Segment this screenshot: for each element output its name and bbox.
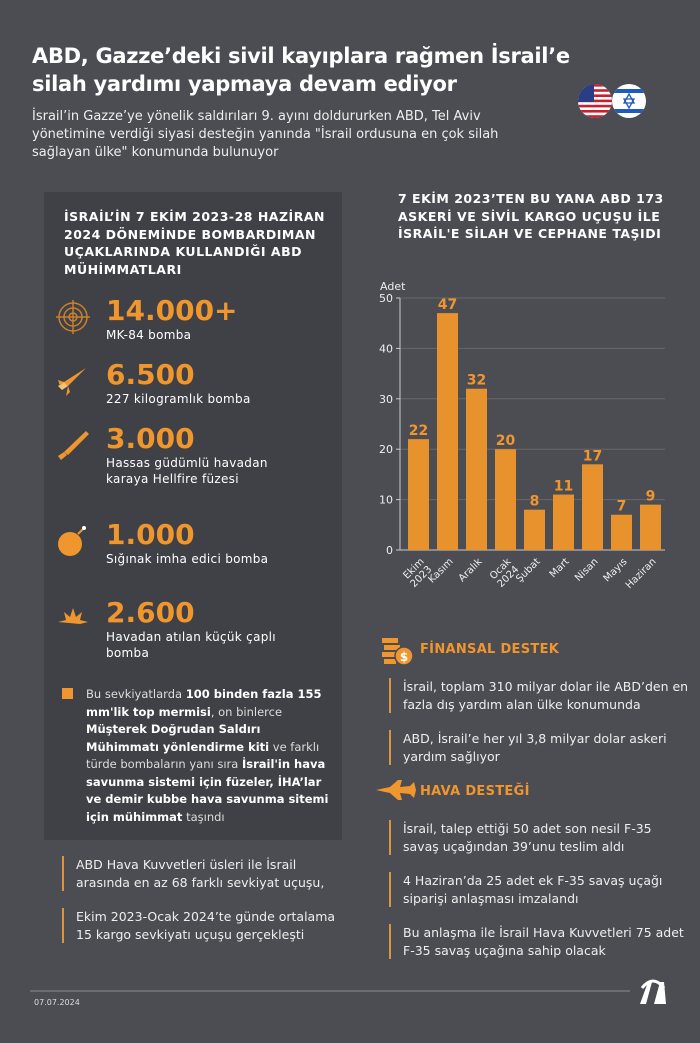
stat-label: 227 kilogramlık bomba <box>106 392 251 406</box>
missile-icon <box>58 431 89 460</box>
data-label: 17 <box>583 448 602 464</box>
flight-fact: ABD Hava Kuvvetleri üsleri ile İsrail ar… <box>62 856 342 891</box>
note-segment: İsrail'in hava savunma sistemi için füze… <box>86 757 329 824</box>
bar <box>437 313 458 550</box>
coins-icon: $ <box>382 638 414 666</box>
data-label: 47 <box>438 297 457 313</box>
stat-value: 3.000 <box>106 422 195 455</box>
stat-value: 14.000+ <box>106 294 238 327</box>
y-tick-label: 20 <box>379 443 393 456</box>
rocket-icon <box>58 368 86 396</box>
y-tick-label: 10 <box>379 494 393 507</box>
stat-label: Sığınak imha edici bomba <box>106 552 269 566</box>
y-axis-label: Adet <box>380 280 406 293</box>
note-segment: taşındı <box>182 809 225 824</box>
stat-value: 2.600 <box>106 596 195 629</box>
bar <box>553 494 574 550</box>
data-label: 20 <box>496 433 516 449</box>
usa-flag-icon <box>578 84 612 118</box>
note-segment: Müşterek Doğrudan Saldırı Mühimmatı yönl… <box>86 722 270 754</box>
x-tick-label: Mart <box>548 556 572 580</box>
air-fact: 4 Haziran’da 25 adet ek F-35 savaş uçağı… <box>389 872 689 907</box>
note-segment: Bu sevkiyatlarda <box>86 687 186 701</box>
bar <box>466 388 487 550</box>
target-icon <box>56 300 90 334</box>
aa-logo <box>640 979 666 1004</box>
bar <box>582 464 603 550</box>
munitions-panel <box>44 192 342 840</box>
page-subtitle: İsrail’in Gazze’ye yönelik saldırıları 9… <box>32 109 499 160</box>
x-tick-label: Ekim2023 <box>401 556 435 590</box>
data-label: 11 <box>554 479 573 495</box>
data-label: 32 <box>467 373 486 389</box>
air-fact: Bu anlaşma ile İsrail Hava Kuvvetleri 75… <box>389 924 689 959</box>
israel-flag-icon <box>612 84 646 118</box>
chart-title: 7 EKİM 2023’TEN BU YANA ABD 173 ASKERİ V… <box>398 191 664 241</box>
x-tick-label: Haziran <box>624 556 659 591</box>
air-support-title: HAVA DESTEĞİ <box>420 784 530 799</box>
y-tick-label: 30 <box>379 393 393 406</box>
data-label: 9 <box>646 489 656 505</box>
y-tick-label: 0 <box>386 544 393 557</box>
x-tick-label: Ocak2024 <box>488 556 522 590</box>
bar <box>408 439 429 550</box>
page-title: ABD, Gazze’deki sivil kayıplara rağmen İ… <box>32 44 570 96</box>
stat-label: Hassas güdümlü havadan karaya Hellfire f… <box>106 456 268 486</box>
bar <box>495 449 516 550</box>
data-label: 7 <box>617 499 627 515</box>
munitions-title: İSRAİL’İN 7 EKİM 2023-28 HAZİRAN 2024 DÖ… <box>64 209 325 277</box>
flight-fact: Ekim 2023-Ocak 2024’te günde ortalama 15… <box>62 908 342 943</box>
x-tick-label: Nisan <box>573 556 601 584</box>
explosion-icon <box>58 608 88 624</box>
bullet-square-icon <box>62 688 73 699</box>
x-tick-label: Aralık <box>457 556 485 584</box>
bomb-icon <box>58 526 86 556</box>
bar-chart: Adet0102030405022Ekim202347Kasım32Aralık… <box>379 280 665 591</box>
air-fact: İsrail, talep ettiği 50 adet son nesil F… <box>389 820 689 855</box>
footer-date: 07.07.2024 <box>34 998 80 1007</box>
y-tick-label: 50 <box>379 292 393 305</box>
data-label: 8 <box>530 494 540 510</box>
stat-label: MK-84 bomba <box>106 328 192 342</box>
financial-fact: ABD, İsrail’e her yıl 3,8 milyar dolar a… <box>389 730 689 765</box>
stat-value: 6.500 <box>106 358 195 391</box>
note-segment: 100 binden fazla 155 mm'lik top mermisi <box>86 687 322 719</box>
financial-fact: İsrail, toplam 310 milyar dolar ile ABD’… <box>389 678 689 713</box>
note-segment: ve farklı türde bombaların yanı sıra <box>86 739 320 772</box>
note-segment: , on binlerce <box>210 704 283 719</box>
bar <box>524 509 545 550</box>
financial-title: FİNANSAL DESTEK <box>420 642 560 657</box>
stat-value: 1.000 <box>106 518 195 551</box>
shipment-note-text: Bu sevkiyatlarda 100 binden fazla 155 mm… <box>86 686 336 826</box>
bar <box>611 514 632 550</box>
y-tick-label: 40 <box>379 342 393 355</box>
stat-label: Havadan atılan küçük çaplı bomba <box>106 630 276 660</box>
bar <box>640 504 661 550</box>
fighter-jet-icon <box>376 780 416 800</box>
data-label: 22 <box>409 423 428 439</box>
svg-text:$: $ <box>400 650 408 664</box>
footer-divider <box>30 990 630 992</box>
x-tick-label: Mayıs <box>602 556 630 584</box>
